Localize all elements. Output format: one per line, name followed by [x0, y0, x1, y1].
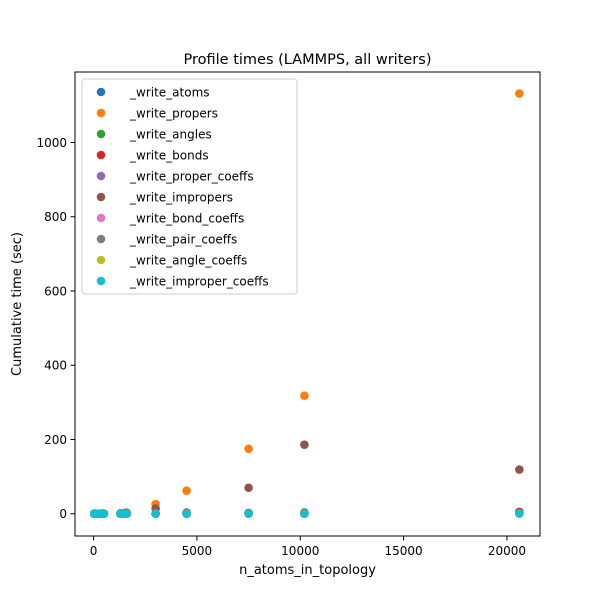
data-point [300, 440, 309, 449]
x-axis: 0 5000 10000 15000 20000 [90, 536, 526, 558]
y-tick-label: 1000 [36, 136, 67, 150]
data-point [122, 509, 131, 518]
y-axis: 0 200 400 600 800 1000 [36, 136, 75, 521]
legend-label: _write_propers [129, 106, 218, 120]
legend-label: _write_proper_coeffs [129, 169, 254, 183]
y-axis-label: Cumulative time (sec) [10, 232, 25, 376]
data-point [244, 444, 253, 454]
data-point [515, 89, 524, 98]
series-write-improper-coeffs [89, 509, 524, 519]
legend-label: _write_impropers [129, 190, 233, 204]
data-point [300, 509, 309, 518]
y-tick-label: 0 [59, 507, 67, 521]
data-point [99, 509, 109, 519]
legend-marker [96, 129, 106, 139]
legend-marker [96, 150, 106, 160]
data-point [300, 391, 309, 400]
y-tick-label: 200 [44, 433, 67, 447]
legend-box [81, 78, 298, 295]
legend-marker [96, 213, 106, 223]
data-point [151, 509, 160, 518]
plot-frame [74, 71, 541, 537]
y-tick-label: 600 [44, 284, 67, 298]
legend-label: _write_atoms [129, 85, 210, 99]
data-point [244, 509, 253, 518]
data-point [244, 483, 253, 493]
x-tick-label: 20000 [488, 544, 526, 558]
legend-label: _write_improper_coeffs [129, 274, 269, 288]
legend-label: _write_pair_coeffs [129, 232, 237, 246]
legend-label: _write_angles [129, 127, 212, 141]
legend-marker [96, 171, 106, 181]
x-tick-label: 10000 [281, 544, 319, 558]
y-tick-label: 800 [44, 210, 67, 224]
x-tick-label: 5000 [182, 544, 213, 558]
legend-marker [96, 108, 106, 118]
x-tick-label: 0 [90, 544, 98, 558]
legend-marker [96, 234, 106, 244]
legend-label: _write_bond_coeffs [129, 211, 244, 225]
legend-marker [96, 192, 106, 202]
data-point [182, 509, 191, 518]
legend-label: _write_angle_coeffs [129, 253, 247, 267]
legend-label: _write_bonds [129, 148, 209, 162]
legend-marker [96, 87, 106, 97]
legend-marker [96, 276, 106, 286]
chart-title: Profile times (LAMMPS, all writers) [184, 52, 432, 68]
legend: _write_atoms _write_propers _write_angles _… [81, 78, 298, 295]
plot-area [89, 89, 524, 519]
x-tick-label: 15000 [385, 544, 423, 558]
data-point [515, 465, 524, 474]
x-axis-label: n_atoms_in_topology [239, 563, 376, 578]
legend-marker [96, 255, 106, 265]
y-tick-label: 400 [44, 359, 67, 373]
data-point [515, 509, 524, 518]
data-point [182, 486, 191, 496]
